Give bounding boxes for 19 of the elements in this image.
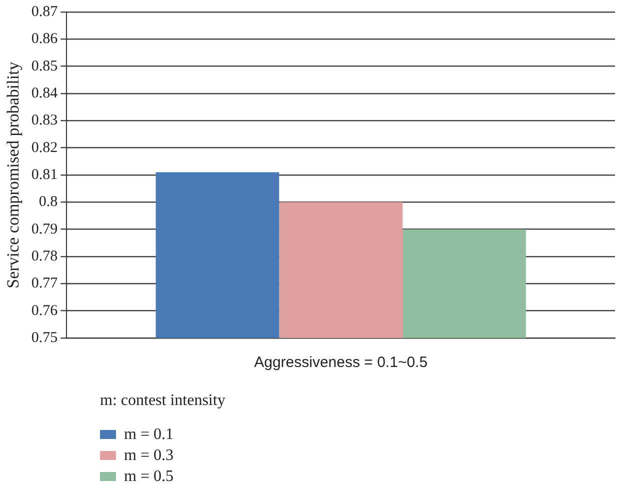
y-tick-label: 0.83 [31,112,58,129]
legend-label: m = 0.5 [124,468,174,486]
y-tick-label: 0.79 [31,221,58,238]
y-tick-label: 0.76 [31,302,58,319]
y-tick-label: 0.84 [31,85,58,102]
y-tick-label: 0.86 [31,31,58,48]
y-tick-label: 0.81 [31,166,58,183]
y-tick-label: 0.77 [31,276,58,292]
y-tick-label: 0.85 [31,58,58,74]
y-tick-label: 0.78 [31,248,58,264]
legend-label: m = 0.3 [124,446,174,464]
legend-title: m: contest intensity [100,392,226,410]
y-tick-label: 0.87 [31,4,58,20]
y-tick-label: 0.75 [31,330,58,346]
legend-label: m = 0.1 [124,426,174,444]
y-axis-title: Service compromised probability [4,61,23,288]
y-tick-label: 0.82 [31,140,58,156]
x-tick-label: Aggressiveness = 0.1~0.5 [254,354,428,372]
y-tick-label: 0.8 [38,194,58,210]
